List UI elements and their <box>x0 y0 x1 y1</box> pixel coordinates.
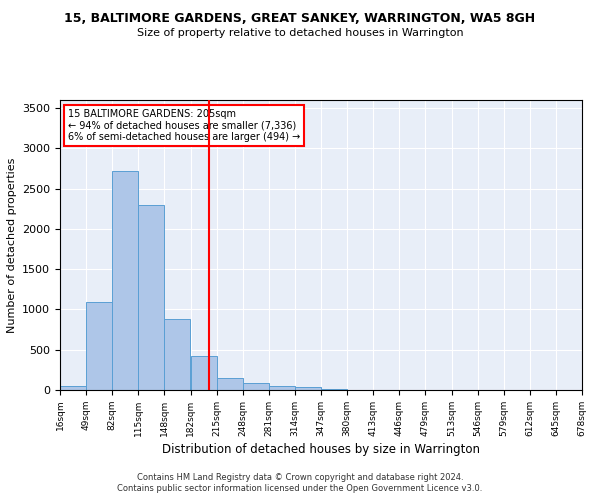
Text: Contains HM Land Registry data © Crown copyright and database right 2024.: Contains HM Land Registry data © Crown c… <box>137 472 463 482</box>
Bar <box>243 383 269 390</box>
Y-axis label: Number of detached properties: Number of detached properties <box>7 158 17 332</box>
Bar <box>191 356 217 390</box>
Bar <box>164 319 190 390</box>
Bar <box>217 378 243 390</box>
Bar <box>86 302 112 390</box>
Bar <box>138 204 164 390</box>
Bar <box>60 386 86 390</box>
Bar <box>269 386 295 390</box>
Text: Distribution of detached houses by size in Warrington: Distribution of detached houses by size … <box>162 442 480 456</box>
Text: 15 BALTIMORE GARDENS: 205sqm
← 94% of detached houses are smaller (7,336)
6% of : 15 BALTIMORE GARDENS: 205sqm ← 94% of de… <box>68 108 300 142</box>
Bar <box>295 387 321 390</box>
Text: 15, BALTIMORE GARDENS, GREAT SANKEY, WARRINGTON, WA5 8GH: 15, BALTIMORE GARDENS, GREAT SANKEY, WAR… <box>64 12 536 26</box>
Text: Contains public sector information licensed under the Open Government Licence v3: Contains public sector information licen… <box>118 484 482 493</box>
Bar <box>321 389 347 390</box>
Text: Size of property relative to detached houses in Warrington: Size of property relative to detached ho… <box>137 28 463 38</box>
Bar <box>112 171 138 390</box>
